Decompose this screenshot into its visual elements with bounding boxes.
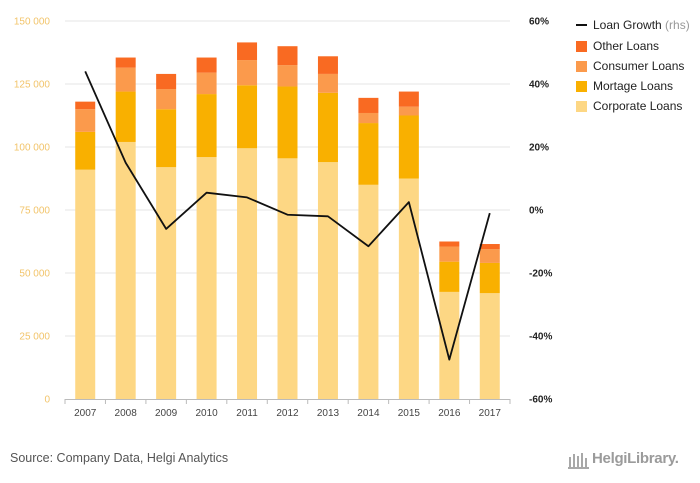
bar-segment (398, 91, 419, 107)
source-note: Source: Company Data, Helgi Analytics (10, 451, 229, 465)
x-tick-label: 2014 (357, 408, 380, 419)
y-right-tick-label: -60% (529, 395, 552, 406)
bar-segment (277, 46, 298, 66)
legend-swatch (576, 61, 587, 72)
bar-segment (358, 112, 379, 124)
x-tick-label: 2015 (398, 408, 421, 419)
y-right-tick-label: 20% (529, 143, 549, 154)
x-tick-label: 2008 (115, 408, 138, 419)
bar-segment (196, 57, 217, 73)
library-icon (568, 453, 589, 469)
x-tick-label: 2013 (317, 408, 340, 419)
bar-segment (196, 72, 217, 95)
y-left-tick-label: 150 000 (14, 17, 51, 28)
legend-swatch (576, 41, 587, 52)
legend-label: Other Loans (593, 39, 659, 53)
bar-segment (317, 92, 338, 163)
bar-segment (317, 73, 338, 93)
bar-segment (317, 56, 338, 74)
bar-segment (237, 148, 258, 399)
bar-segment (439, 261, 460, 292)
y-left-tick-label: 50 000 (19, 269, 50, 280)
legend-label-suffix: (rhs) (665, 18, 690, 32)
bar-segment (115, 67, 136, 92)
bar-segment (358, 97, 379, 113)
bar-segment (75, 101, 96, 110)
bar-segment (115, 91, 136, 142)
y-left-tick-label: 125 000 (14, 80, 51, 91)
bar-segment (398, 115, 419, 179)
x-tick-label: 2012 (276, 408, 299, 419)
bar-segment (398, 178, 419, 399)
bar-segment (277, 65, 298, 87)
bar-segment (479, 293, 500, 399)
legend-label: Corporate Loans (593, 99, 682, 113)
x-tick-label: 2017 (479, 408, 502, 419)
bar-segment (479, 244, 500, 250)
bar-segment (115, 141, 136, 399)
x-tick-label: 2016 (438, 408, 461, 419)
bar-segment (156, 73, 177, 90)
legend-label: Consumer Loans (593, 59, 684, 73)
bar-segment (75, 131, 96, 170)
bar-segment (75, 169, 96, 399)
bar-segment (237, 42, 258, 61)
legend-label: Mortage Loans (593, 79, 673, 93)
bar-segment (439, 291, 460, 399)
x-tick-label: 2007 (74, 408, 97, 419)
y-right-tick-label: 60% (529, 17, 549, 28)
bar-segment (277, 86, 298, 159)
brand-logo: HelgiLibrary. (566, 449, 692, 471)
bar-segment (439, 241, 460, 247)
bar-segment (75, 109, 96, 132)
bar-segment (398, 106, 419, 116)
y-right-tick-label: -40% (529, 332, 552, 343)
bar-segment (196, 94, 217, 158)
legend-label: Loan Growth (rhs) (593, 18, 690, 32)
bar-segment (156, 167, 177, 399)
y-left-tick-label: 75 000 (19, 206, 50, 217)
bar-segment (156, 89, 177, 110)
y-left-tick-label: 25 000 (19, 332, 50, 343)
x-tick-label: 2009 (155, 408, 178, 419)
legend-swatch (576, 101, 587, 112)
x-tick-label: 2010 (195, 408, 218, 419)
legend-swatch (576, 81, 587, 92)
bar-segment (237, 60, 258, 86)
bar-segment (479, 262, 500, 294)
y-right-tick-label: 0% (529, 206, 544, 217)
bar-segment (479, 249, 500, 263)
x-tick-label: 2011 (236, 408, 258, 419)
bar-segment (358, 123, 379, 185)
y-right-tick-label: 40% (529, 80, 549, 91)
bar-segment (237, 85, 258, 149)
bar-segment (277, 158, 298, 399)
bar-segment (115, 57, 136, 68)
bar-segment (156, 109, 177, 168)
y-left-tick-label: 0 (44, 395, 50, 406)
bar-segment (439, 246, 460, 262)
y-right-tick-label: -20% (529, 269, 552, 280)
bar-segment (317, 162, 338, 399)
loan-growth-line (84, 71, 491, 361)
y-left-tick-label: 100 000 (14, 143, 51, 154)
bar-segment (358, 184, 379, 399)
brand-name: HelgiLibrary. (592, 450, 679, 467)
bar-segment (196, 157, 217, 399)
